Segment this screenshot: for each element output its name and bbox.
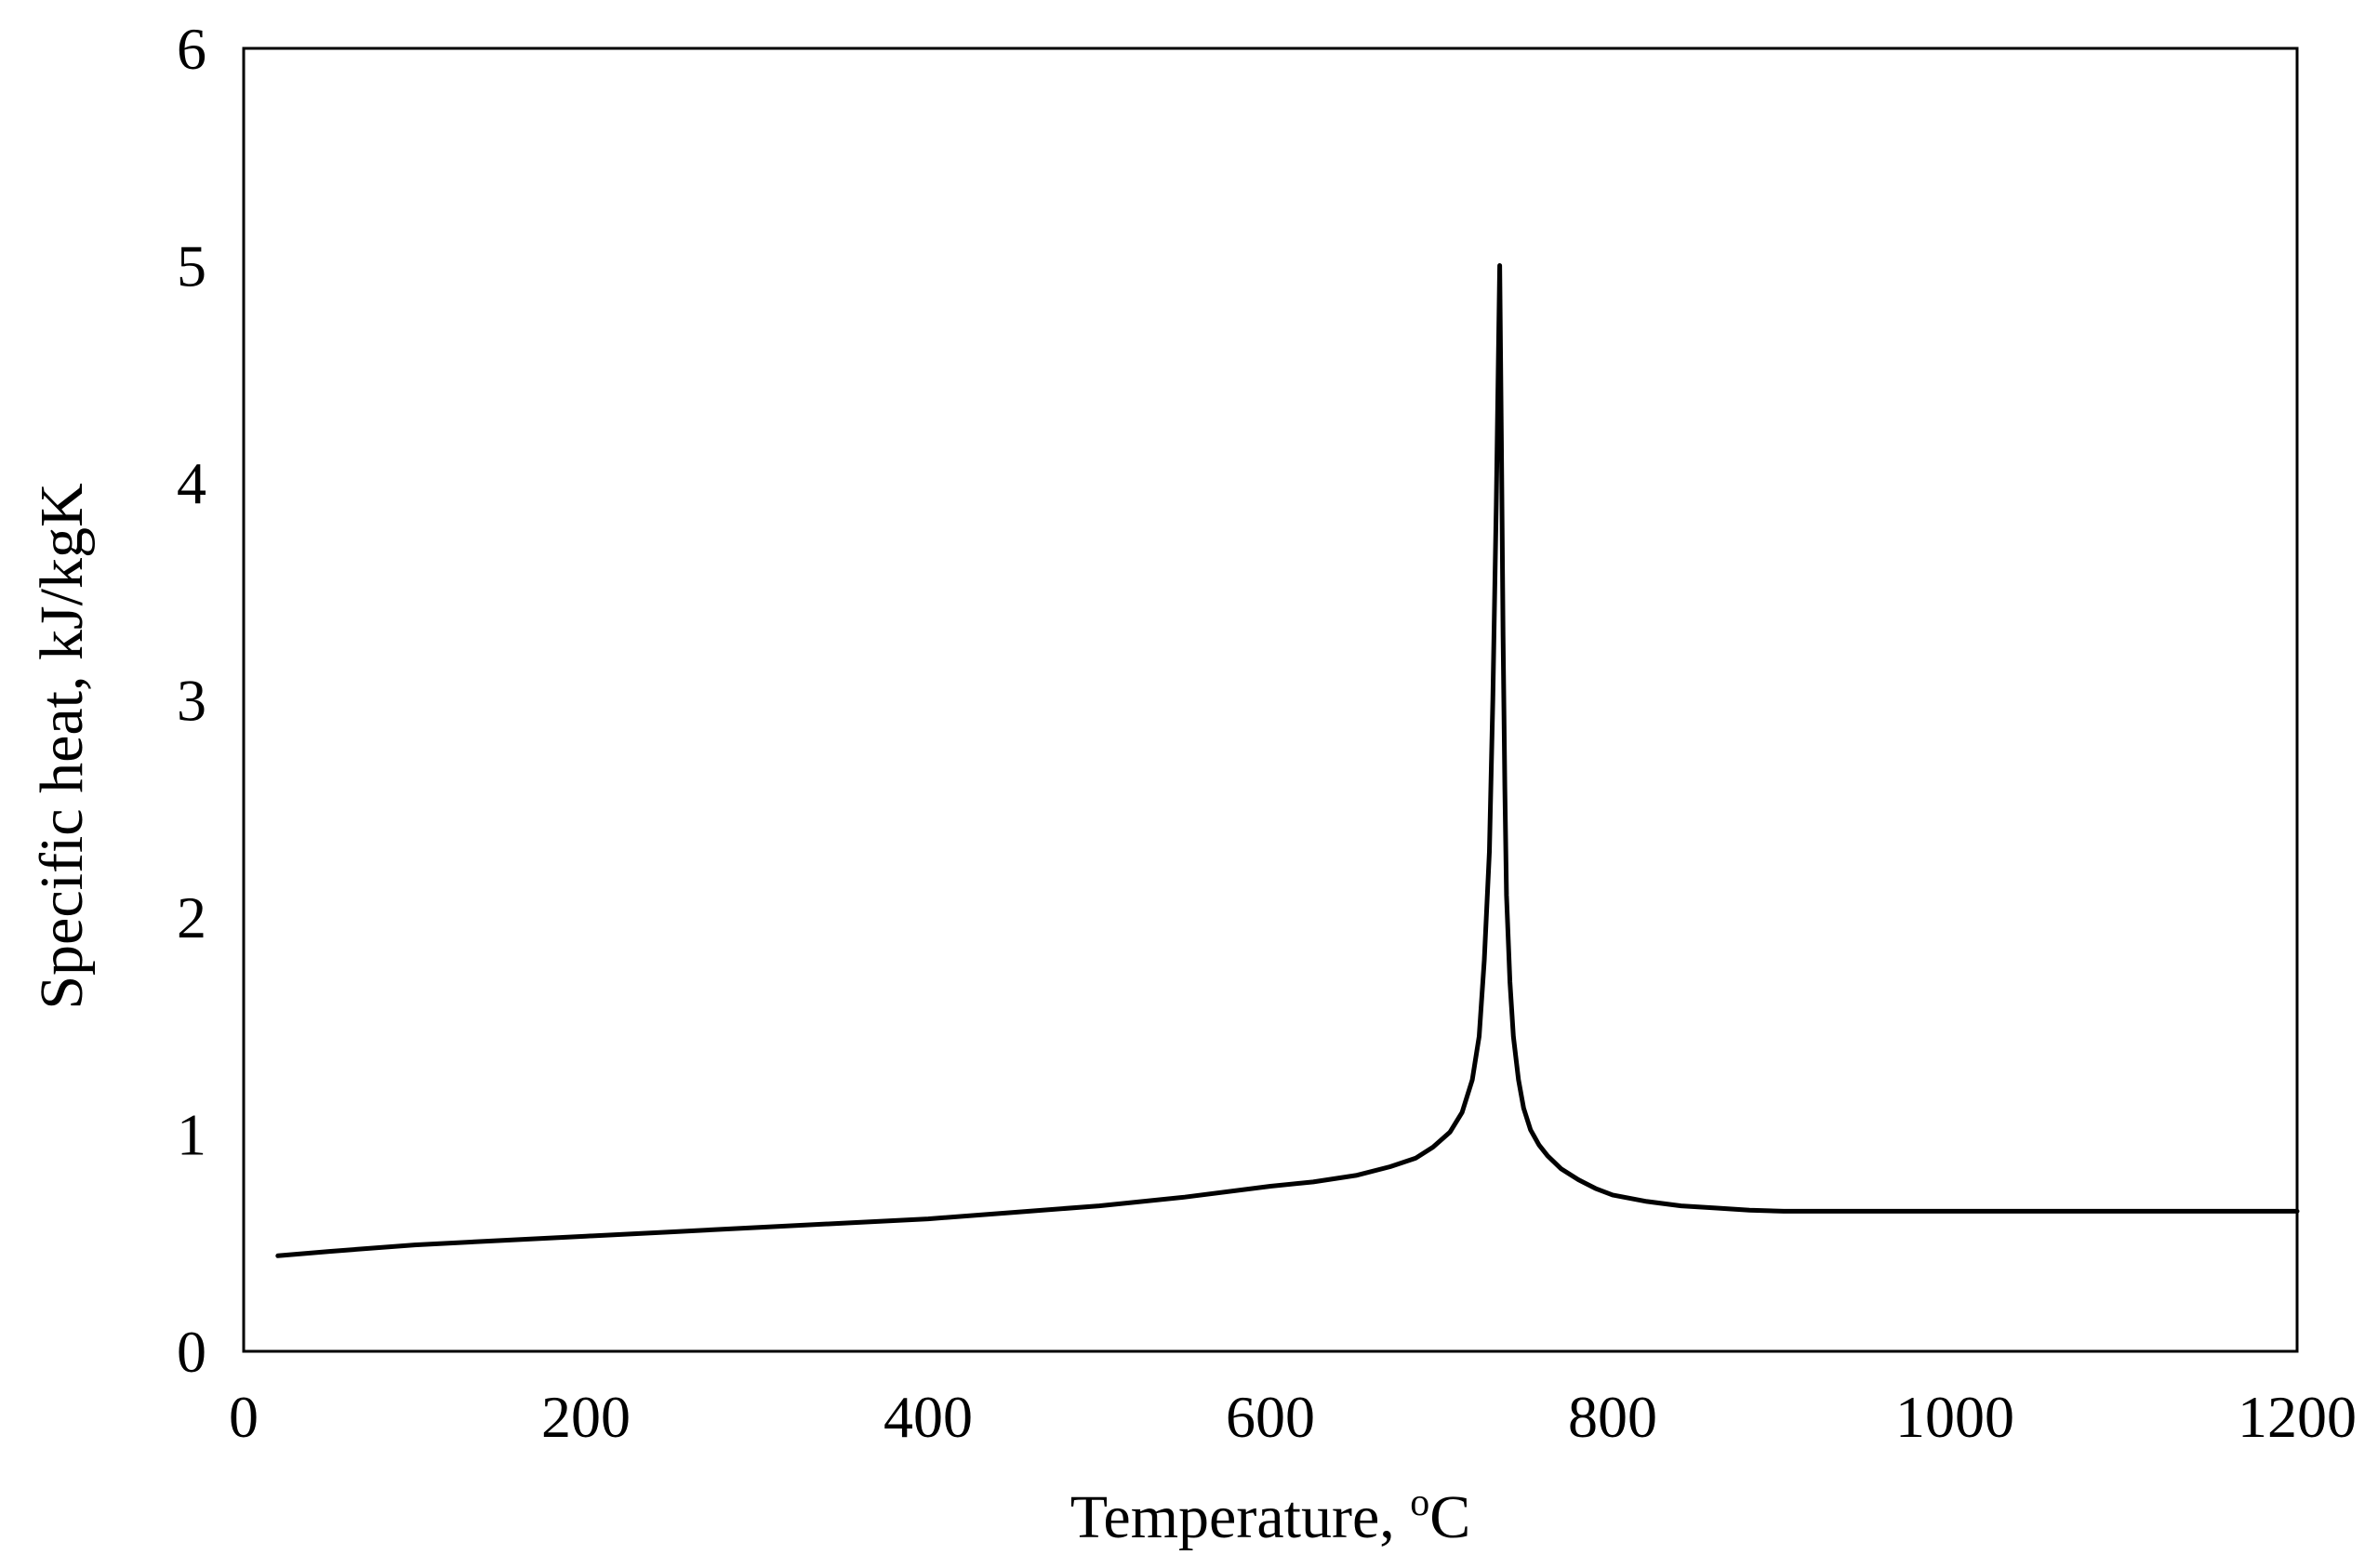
x-tick-label: 0: [229, 1384, 259, 1450]
labels-layer: Temperature, oC Specific heat, kJ/kgK: [28, 483, 1470, 1551]
x-tick-label: 600: [1226, 1384, 1315, 1450]
x-tick-label: 400: [883, 1384, 973, 1450]
y-axis-label: Specific heat, kJ/kgK: [28, 483, 96, 1009]
x-tick-label: 1200: [2238, 1384, 2357, 1450]
y-tick-label: 4: [177, 450, 206, 516]
x-axis-label-unit: C: [1429, 1483, 1470, 1551]
x-axis-label: Temperature, oC: [1070, 1482, 1471, 1551]
ticks-layer: 0 200 400 600 800 1000 1200 0 1 2 3 4 5 6: [177, 16, 2357, 1450]
axes-layer: [242, 47, 2299, 1353]
y-tick-label: 5: [177, 233, 206, 299]
x-axis-label-text: Temperature,: [1070, 1483, 1411, 1551]
y-tick-label: 3: [177, 668, 206, 734]
series-layer: [275, 263, 2300, 1258]
y-tick-label: 1: [177, 1102, 206, 1168]
x-tick-label: 200: [541, 1384, 631, 1450]
series-line: [275, 263, 2300, 1258]
x-tick-label: 800: [1568, 1384, 1657, 1450]
y-tick-label: 2: [177, 884, 206, 950]
y-tick-label: 0: [177, 1319, 206, 1385]
x-axis-label-superscript: o: [1410, 1482, 1429, 1524]
x-tick-label: 1000: [1895, 1384, 2014, 1450]
plot-frame: [242, 47, 2299, 1353]
y-tick-label: 6: [177, 16, 206, 82]
